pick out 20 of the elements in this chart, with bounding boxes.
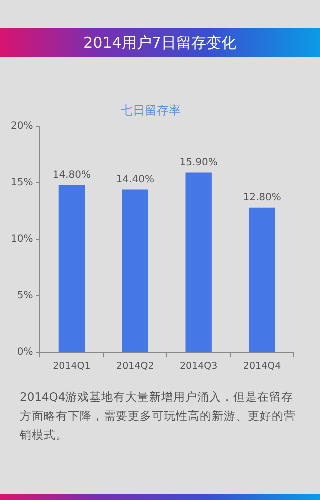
bar: [58, 185, 86, 352]
text: 2014Q4游戏基地有大量新增用户涌入，但是在留存方面略有下降，需要更多可玩性高的新游、更好的营销模式。: [20, 389, 297, 444]
x-tick-label: 2014Q2: [116, 360, 154, 372]
data-label: 14.40%: [116, 174, 154, 186]
bar: [186, 172, 212, 352]
x-tick-label: 2014Q3: [180, 360, 218, 372]
chart-subtitle: 七日留存率: [121, 103, 181, 118]
chart-title: 2014用户7日留存变化: [82, 33, 238, 53]
data-label: 15.90%: [180, 157, 218, 168]
y-tick-label: 5%: [17, 290, 34, 302]
y-tick-label: 15%: [10, 178, 34, 189]
y-tick-label: 20%: [10, 120, 34, 132]
data-label: 14.80%: [52, 170, 92, 181]
x-tick-label: 2014Q1: [53, 360, 91, 372]
y-tick-label: 10%: [10, 234, 34, 246]
data-label: 12.80%: [243, 192, 282, 204]
y-tick-label: 0%: [17, 347, 34, 358]
bar: [249, 208, 276, 352]
bar: [122, 190, 148, 352]
x-tick-label: 2014Q4: [243, 360, 282, 372]
